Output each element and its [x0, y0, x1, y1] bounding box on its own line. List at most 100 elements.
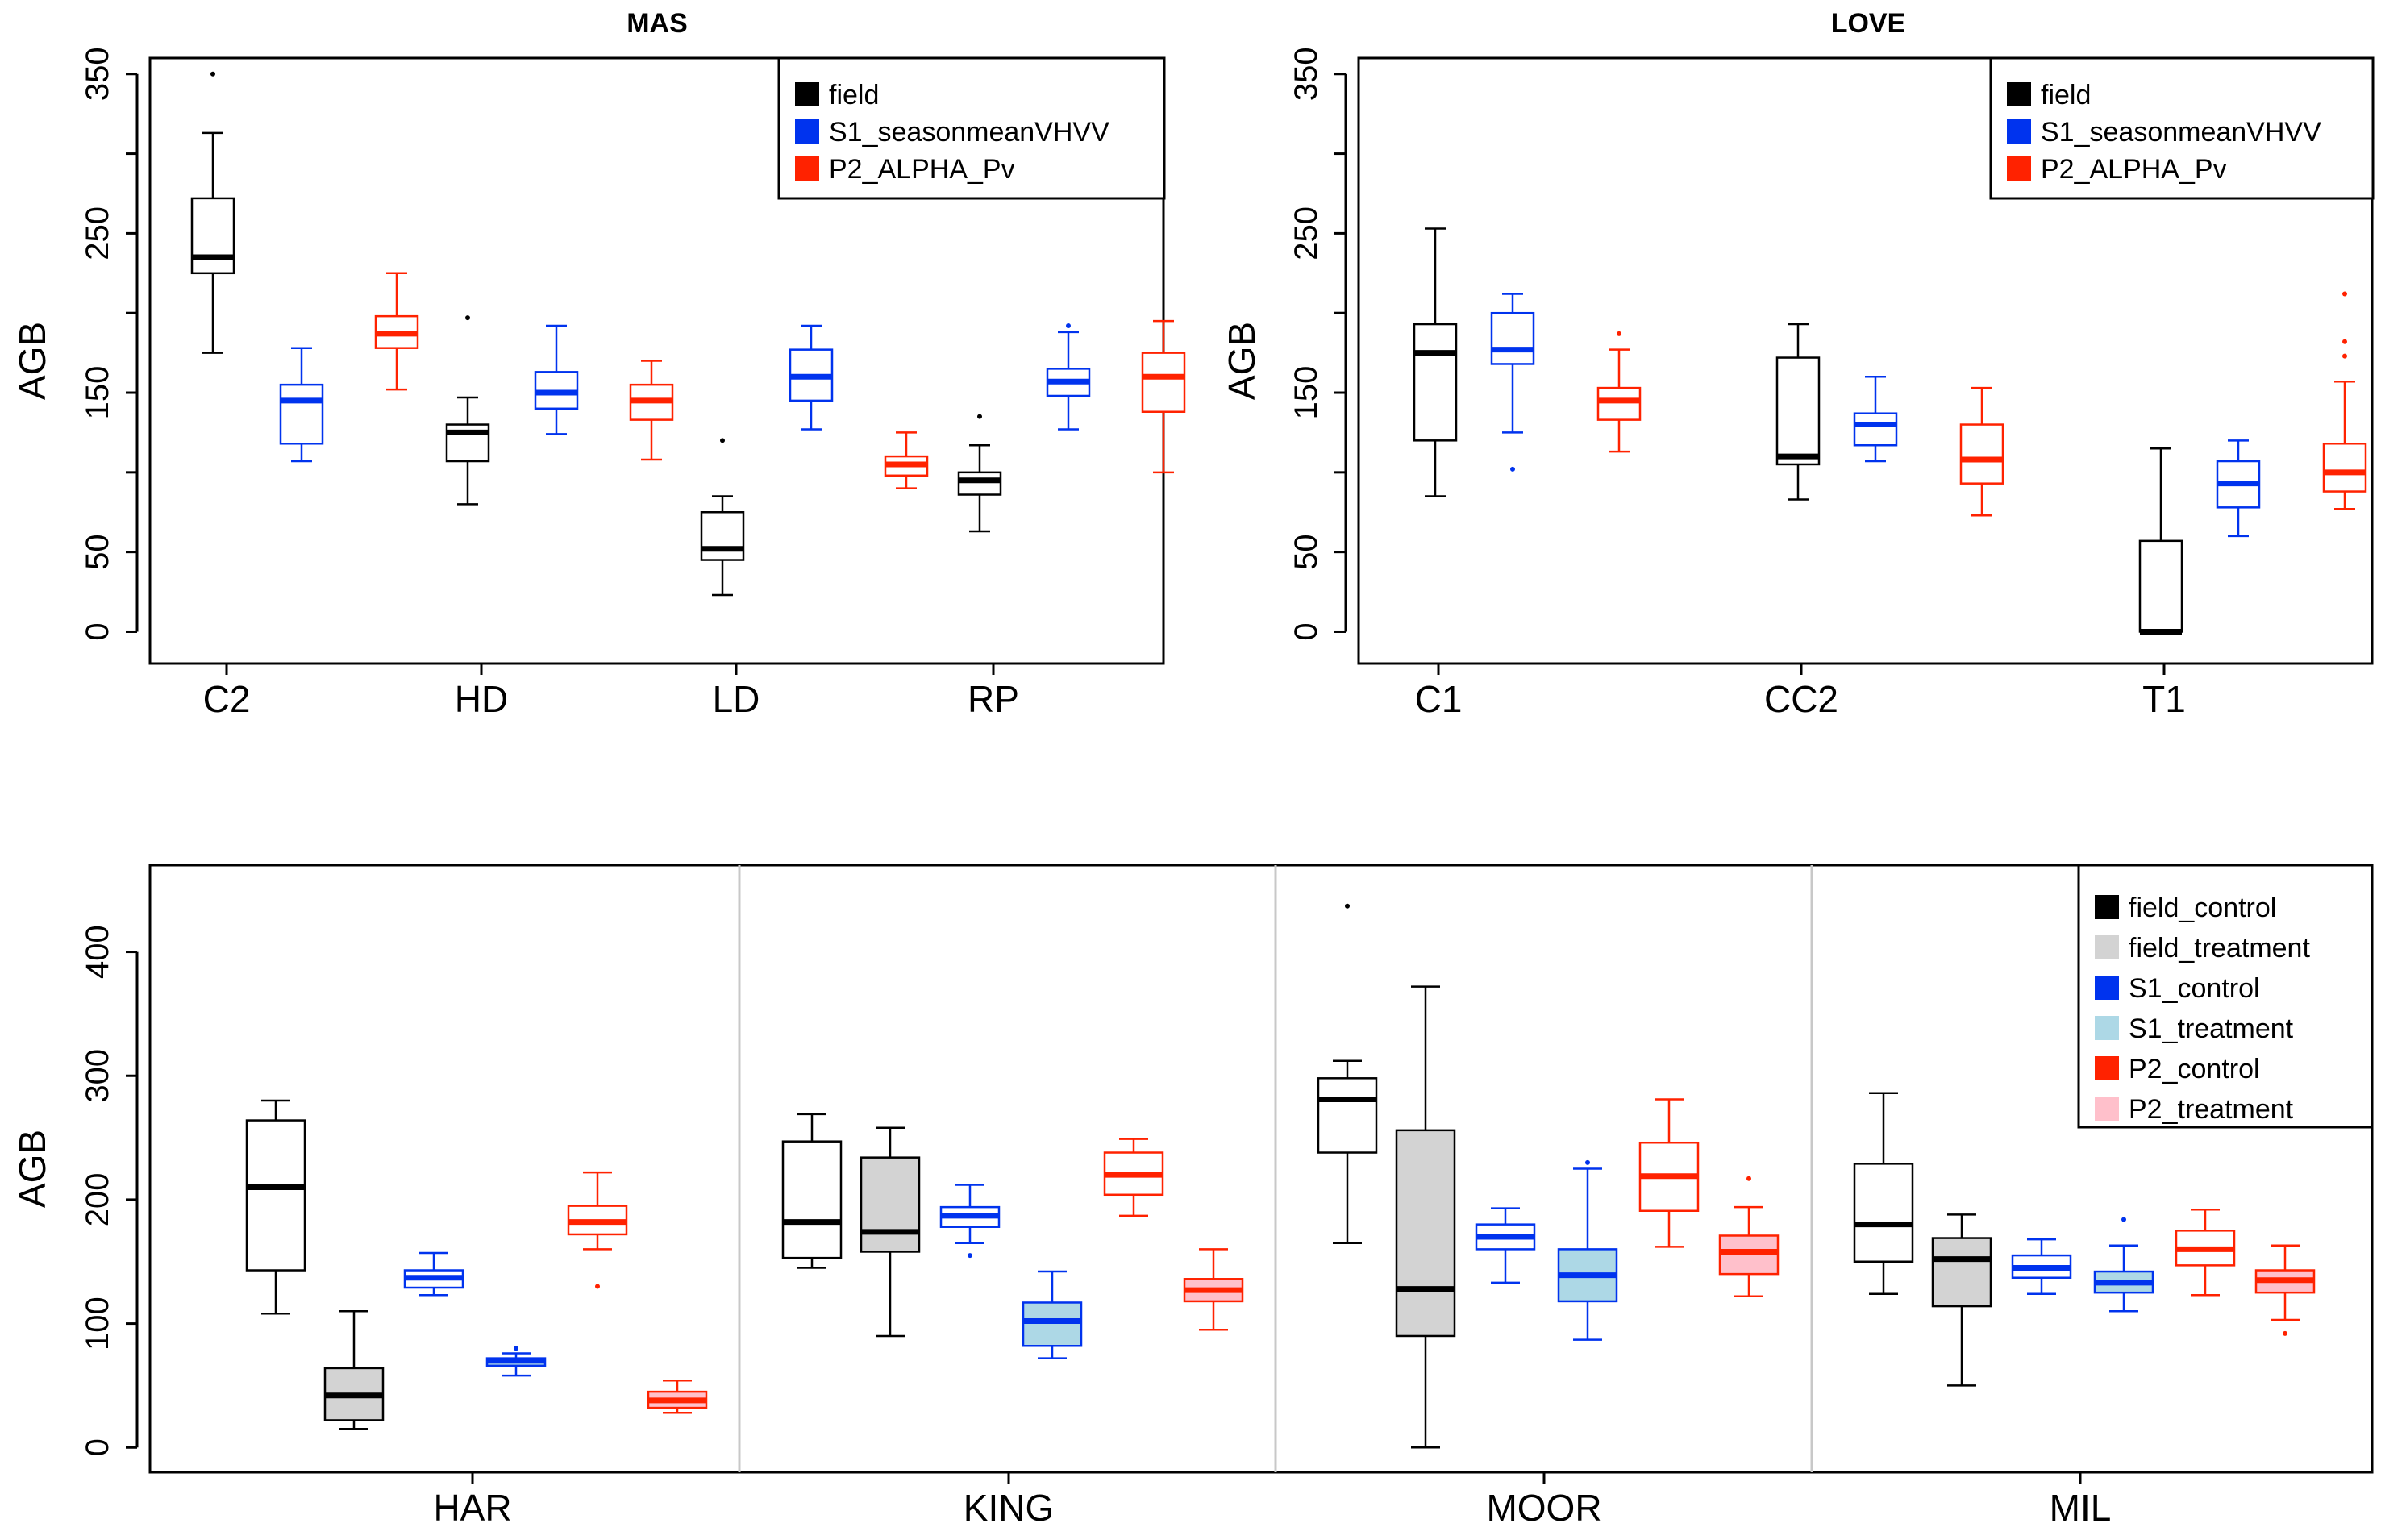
boxplot-P2_ALPHA_Pv-C1 — [1596, 331, 1642, 453]
iqr-box — [1490, 311, 1535, 365]
y-tick-label: 250 — [1288, 206, 1324, 260]
boxplot-S1_seasonmeanVHVV-RP — [1046, 323, 1091, 431]
boxplot-P2_treatment-HAR — [647, 1380, 708, 1414]
boxplot-P2_ALPHA_Pv-LD — [884, 431, 929, 489]
boxplot-P2_ALPHA_Pv-CC2 — [1959, 386, 2004, 517]
legend-label: S1_seasonmeanVHVV — [829, 117, 1109, 148]
iqr-box — [1853, 1163, 1914, 1263]
boxplot-field-T1 — [2138, 447, 2183, 635]
x-tick-label: HD — [455, 678, 508, 720]
legend-label: field_treatment — [2129, 933, 2310, 964]
boxplot-field-LD — [700, 438, 745, 597]
legend-swatch — [2095, 895, 2119, 919]
legend-entry: S1_treatment — [2095, 1013, 2294, 1044]
legend-entry: P2_ALPHA_Pv — [795, 154, 1015, 185]
chart-love: LOVE 0 50 150 250 350 AGB C1 CC2 T1 field S1_season… — [1221, 8, 2375, 720]
outlier-point — [1345, 903, 1350, 909]
legend-swatch — [795, 156, 819, 181]
outlier-point — [2121, 1217, 2126, 1222]
boxplot-S1_control-MIL — [2011, 1238, 2072, 1295]
x-tick-label: RP — [968, 678, 1019, 720]
x-tick-label: KING — [964, 1487, 1054, 1529]
boxplot-field_treatment-MIL — [1931, 1213, 1992, 1387]
iqr-box — [1413, 323, 1458, 442]
boxplot-field_control-HAR — [245, 1099, 306, 1315]
legend-swatch — [2095, 976, 2119, 1000]
iqr-box — [860, 1156, 921, 1253]
legend-swatch — [2095, 1016, 2119, 1040]
boxplot-S1_treatment-KING — [1022, 1270, 1083, 1359]
y-tick-label: 0 — [80, 1438, 115, 1456]
outlier-point — [1066, 323, 1071, 329]
legend-entry: S1_control — [2095, 973, 2260, 1004]
outlier-point — [595, 1284, 600, 1289]
legend-swatch — [2007, 119, 2031, 144]
iqr-box — [1718, 1234, 1780, 1276]
outlier-point — [2342, 353, 2347, 359]
legend-swatch — [2095, 1097, 2119, 1121]
outlier-point — [1510, 466, 1515, 472]
iqr-box — [957, 471, 1002, 496]
iqr-box — [1395, 1129, 1456, 1338]
boxplot-S1_seasonmeanVHVV-T1 — [2216, 439, 2261, 538]
y-tick-label: 200 — [80, 1173, 115, 1227]
outlier-point — [210, 71, 215, 77]
iqr-box — [2138, 539, 2183, 633]
outlier-point — [1585, 1159, 1590, 1165]
outlier-point — [514, 1346, 518, 1351]
iqr-box — [1596, 386, 1642, 421]
x-tick-label: HAR — [433, 1487, 511, 1529]
x-tick-label: C1 — [1415, 678, 1463, 720]
y-tick-label: 350 — [1288, 47, 1324, 101]
legend-swatch — [2095, 935, 2119, 959]
legend-swatch — [2007, 82, 2031, 106]
chart-bottom: 0 100 200 300 400 AGB HAR KING MOOR MIL field_cont… — [11, 864, 2374, 1529]
outlier-point — [2342, 291, 2347, 297]
x-tick-label: MOOR — [1486, 1487, 1601, 1529]
iqr-box — [2322, 443, 2367, 493]
y-tick-label: 0 — [80, 622, 115, 640]
boxplot-S1_seasonmeanVHVV-HD — [534, 324, 579, 435]
y-tick-label: 150 — [1288, 366, 1324, 420]
outlier-point — [720, 438, 725, 443]
legend-label: P2_ALPHA_Pv — [829, 154, 1015, 185]
y-tick-label: 250 — [80, 206, 115, 260]
legend-label: S1_treatment — [2129, 1013, 2294, 1044]
y-axis-label: AGB — [11, 1130, 53, 1208]
y-axis-label: AGB — [1221, 322, 1263, 400]
x-tick-label: T1 — [2142, 678, 2186, 720]
legend-entry: P2_treatment — [2095, 1094, 2294, 1125]
legend-entry: S1_seasonmeanVHVV — [2007, 117, 2321, 148]
x-tick-label: LD — [713, 678, 760, 720]
boxplot-field-RP — [957, 414, 1002, 533]
boxplot-P2_control-HAR — [567, 1171, 628, 1289]
legend-label: P2_treatment — [2129, 1094, 2294, 1125]
iqr-box — [781, 1140, 843, 1259]
boxplot-S1_seasonmeanVHVV-C2 — [279, 347, 324, 463]
boxplot-P2_control-MOOR — [1638, 1098, 1700, 1248]
boxplot-field-C2 — [190, 71, 235, 354]
legend: field S1_seasonmeanVHVV P2_ALPHA_Pv — [1989, 56, 2375, 200]
boxplot-P2_ALPHA_Pv-RP — [1141, 319, 1186, 474]
x-tick-label: C2 — [203, 678, 251, 720]
y-tick-label: 50 — [80, 534, 115, 570]
chart-title: LOVE — [1831, 8, 1906, 39]
iqr-box — [1317, 1077, 1378, 1154]
legend-entry: P2_control — [2095, 1054, 2260, 1084]
boxplot-field_treatment-MOOR — [1395, 985, 1456, 1449]
legend-entry: field — [2007, 80, 2091, 110]
boxplot-P2_ALPHA_Pv-HD — [629, 360, 674, 461]
boxplot-S1_seasonmeanVHVV-C1 — [1490, 293, 1535, 472]
y-tick-label: 0 — [1288, 622, 1324, 640]
legend-swatch — [2095, 1056, 2119, 1080]
boxplot-S1_treatment-MIL — [2093, 1217, 2154, 1313]
iqr-box — [1141, 352, 1186, 413]
outlier-point — [2283, 1330, 2287, 1336]
boxplot-S1_seasonmeanVHVV-CC2 — [1853, 376, 1898, 463]
y-tick-label: 300 — [80, 1049, 115, 1103]
y-tick-label: 50 — [1288, 534, 1324, 570]
x-tick-label: CC2 — [1764, 678, 1838, 720]
outlier-point — [2342, 339, 2347, 344]
legend-frame — [2077, 864, 2374, 1129]
